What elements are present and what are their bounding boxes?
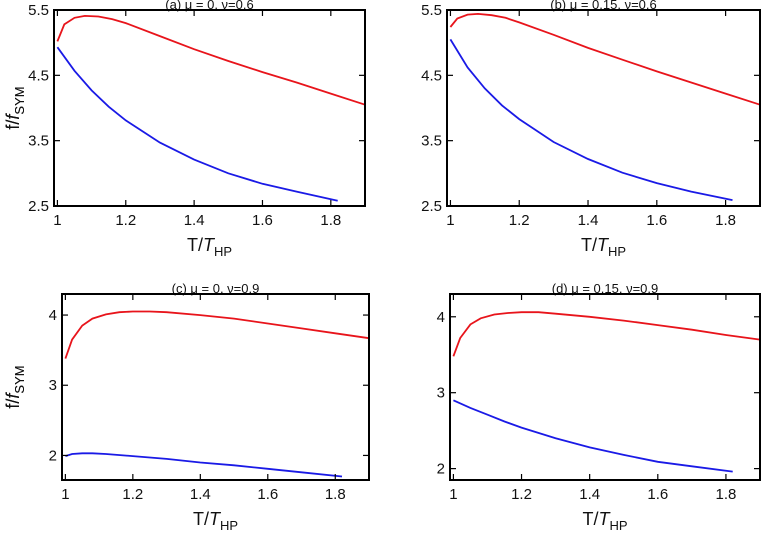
y-axis-label-sub: SYM — [12, 365, 27, 393]
x-axis-label-italic: T — [203, 235, 216, 255]
x-axis-label-main: T/ — [581, 235, 597, 255]
x-axis-label-italic: T — [597, 235, 610, 255]
panel-c-series-1-line — [64, 310, 370, 359]
panel-d-title: (d) μ = 0.15, ν=0.9 — [552, 281, 659, 296]
x-axis-label-sub: HP — [608, 244, 626, 259]
y-axis-label-main: f/ — [3, 120, 23, 130]
panel-a-y-tick-label: 3.5 — [28, 133, 49, 150]
panel-b-series-2-line — [449, 38, 733, 201]
x-axis-label-main: T/ — [582, 509, 598, 529]
panel-c-y-tick-label: 4 — [49, 307, 57, 324]
x-axis-label-sub: HP — [214, 244, 232, 259]
panel-b-y-tick-label: 3.5 — [421, 133, 442, 150]
panel-d-y-axis-label: f/fSYM — [3, 365, 27, 408]
panel-c-x-tick-label: 1.2 — [122, 486, 143, 503]
panel-a-x-tick-label: 1 — [53, 212, 61, 229]
panel-b-x-tick-label: 1.2 — [509, 212, 530, 229]
panel-b-series-1-line — [449, 12, 761, 106]
panel-b: (b) μ = 0.15, ν=0.61 1.2 1.4 1.6 1.82.53.54.… — [3, 0, 761, 259]
x-axis-label-italic: T — [598, 509, 611, 529]
panel-d-frame — [449, 293, 761, 481]
panel-c-x-tick-label: 1.8 — [325, 486, 346, 503]
panel-d-x-tick-label: 1.6 — [647, 486, 668, 503]
panel-d-x-tick-label: 1.2 — [511, 486, 532, 503]
y-axis-label-italic: f — [3, 392, 23, 399]
panel-c-frame — [61, 293, 370, 481]
y-axis-label-sub: SYM — [12, 86, 27, 114]
panel-a-series-2-line — [56, 46, 338, 202]
panel-a-x-tick-label: 1.4 — [184, 212, 205, 229]
y-axis-label-italic: f — [3, 113, 23, 120]
panel-c-y-axis-label: f/fSYM — [3, 365, 27, 408]
x-axis-label-sub: HP — [609, 518, 627, 533]
panel-d-y-tick-label: 3 — [437, 385, 445, 402]
panel-d: (d) μ = 0.15, ν=0.91 1.2 1.4 1.6 1.8234T/THP… — [3, 281, 761, 533]
panel-b-y-axis-label: f/fSYM — [3, 86, 27, 129]
panel-c: (c) μ = 0, ν=0.9 1 1.2 1.4 1.6 1.8 2 3 4 T/THP f/f… — [3, 281, 370, 533]
panel-a-x-tick-label: 1.6 — [252, 212, 273, 229]
panel-b-x-tick-label: 1.8 — [715, 212, 736, 229]
panel-c-y-tick-label: 3 — [49, 377, 57, 394]
panel-d-x-tick-label: 1.4 — [579, 486, 600, 503]
y-axis-label-sub: SYM — [12, 86, 27, 114]
panel-a-y-axis-label: f/fSYM — [3, 86, 27, 129]
panel-c-y-tick-label: 2 — [49, 447, 57, 464]
panel-d-x-tick-label: 1.8 — [716, 486, 737, 503]
panel-a-y-tick-label: 4.5 — [28, 67, 49, 84]
panel-d-y-tick-label: 4 — [437, 309, 445, 326]
panel-c-series-2-line — [65, 452, 343, 478]
panel-b-y-tick-label: 2.5 — [421, 198, 442, 215]
panel-a-series-1-line — [56, 14, 366, 106]
panel-c-x-tick-label: 1.6 — [257, 486, 278, 503]
panel-a-x-tick-label: 1.8 — [320, 212, 341, 229]
panel-c-x-tick-label: 1 — [61, 486, 69, 503]
panel-c-title: (c) μ = 0, ν=0.9 — [172, 281, 260, 296]
y-axis-label-main: f/ — [3, 120, 23, 130]
panel-d-x-tick-label: 1 — [449, 486, 457, 503]
y-axis-label-sub: SYM — [12, 365, 27, 393]
y-axis-label-main: f/ — [3, 399, 23, 409]
panel-a-y-tick-label: 5.5 — [28, 2, 49, 19]
panel-b-frame — [446, 9, 761, 207]
panel-d-x-axis-label: T/THP — [582, 509, 627, 533]
x-axis-label-sub: HP — [220, 518, 238, 533]
panel-b-x-tick-label: 1.4 — [578, 212, 599, 229]
panel-d-series-2-line — [453, 399, 733, 473]
panel-b-x-tick-label: 1 — [446, 212, 454, 229]
panel-b-x-axis-label: T/THP — [581, 235, 626, 259]
panel-a-frame — [53, 9, 366, 207]
panel-d-series-1-line — [452, 311, 761, 357]
panel-a-x-axis-label: T/THP — [187, 235, 232, 259]
panel-c-x-tick-label: 1.4 — [190, 486, 211, 503]
panel-c-x-axis-label: T/THP — [193, 509, 238, 533]
y-axis-label-italic: f — [3, 113, 23, 120]
panel-d-y-tick-label: 2 — [437, 461, 445, 478]
y-axis-label-main: f/ — [3, 399, 23, 409]
x-axis-label-main: T/ — [193, 509, 209, 529]
x-axis-label-main: T/ — [187, 235, 203, 255]
panel-b-y-tick-label: 4.5 — [421, 67, 442, 84]
panel-b-y-tick-label: 5.5 — [421, 2, 442, 19]
panel-b-x-tick-label: 1.6 — [646, 212, 667, 229]
x-axis-label-italic: T — [209, 509, 222, 529]
panel-a-y-tick-label: 2.5 — [28, 198, 49, 215]
panel-a: (a) μ = 0, ν=0.61 1.2 1.4 1.6 1.82.53.54.55.… — [3, 0, 366, 259]
panel-a-x-tick-label: 1.2 — [115, 212, 136, 229]
y-axis-label-italic: f — [3, 392, 23, 399]
